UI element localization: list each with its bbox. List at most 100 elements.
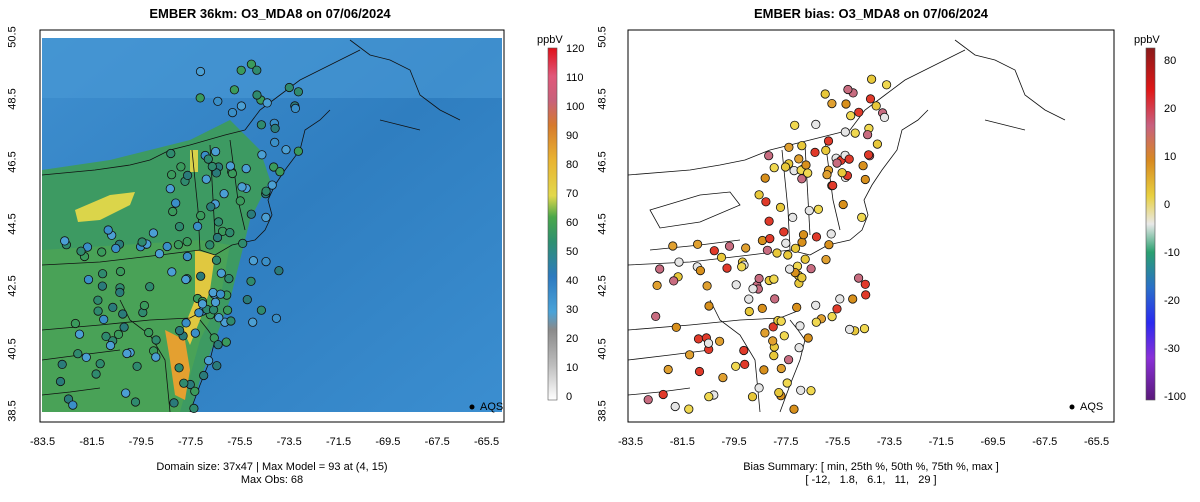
obs-marker [105,340,116,351]
obs-marker [668,241,678,251]
obs-marker [759,365,769,375]
obs-marker [820,89,830,99]
obs-marker [248,317,258,327]
obs-marker [206,202,216,212]
left-footer-line1: Domain size: 37x47 | Max Model = 93 at (… [156,461,388,473]
obs-marker [684,350,695,360]
left-colorbar-unit: ppbV [537,34,563,46]
obs-marker [853,273,864,283]
obs-marker [821,145,831,155]
obs-marker [804,206,814,216]
obs-marker [271,313,281,323]
obs-marker [798,230,809,240]
obs-marker [860,174,870,185]
right-footer-line2: [ -12, 1.8, 6.1, 11, 29 ] [805,474,937,486]
right-x-tick: -69.5 [980,436,1006,448]
obs-marker [731,280,741,290]
obs-marker [169,398,179,408]
obs-marker [790,243,801,253]
obs-marker [768,322,778,332]
obs-marker [226,316,236,326]
right-colorbar-label: -20 [1164,295,1180,307]
obs-marker [784,264,795,274]
right-x-tick: -73.5 [876,436,902,448]
obs-marker [760,328,770,338]
obs-marker [199,370,209,381]
obs-marker [774,387,784,398]
obs-marker [60,236,70,246]
obs-marker [881,80,892,90]
obs-marker [203,154,213,164]
obs-marker [270,137,280,147]
obs-marker [213,217,224,227]
obs-marker [866,74,877,84]
obs-marker [195,66,206,77]
obs-marker [121,388,131,398]
obs-marker [210,297,221,307]
obs-marker [797,141,807,151]
obs-marker [747,392,758,402]
obs-marker [246,276,256,286]
obs-marker [151,352,161,362]
obs-marker [692,239,703,249]
obs-marker [770,294,780,304]
obs-marker [704,392,714,402]
obs-marker [221,337,231,347]
obs-marker [716,252,727,262]
obs-marker [744,306,754,317]
obs-marker [848,294,858,304]
obs-marker [108,302,118,312]
obs-marker [95,359,105,369]
obs-marker [81,352,91,362]
obs-marker [97,281,108,291]
obs-marker [144,327,154,338]
obs-marker [139,300,149,311]
obs-marker [789,404,799,414]
right-footer-line1: Bias Summary: [ min, 25th %, 50th %, 75t… [743,461,999,473]
obs-marker [193,221,203,231]
obs-marker [284,82,294,93]
obs-marker [246,209,256,219]
obs-marker [827,311,837,322]
right-colorbar-label: -10 [1164,247,1180,259]
obs-marker [82,242,93,252]
left-colorbar-label: 80 [566,159,579,171]
obs-marker [658,389,668,400]
obs-marker [784,142,794,152]
obs-marker [841,99,851,109]
right-colorbar-unit: ppbV [1134,34,1160,46]
obs-marker [227,168,237,179]
obs-marker [205,240,215,250]
obs-marker [813,204,824,214]
right-boundaries [628,39,1066,413]
obs-marker [669,276,679,286]
obs-marker [765,234,775,244]
left-x-tick: -83.5 [30,436,56,448]
obs-marker [99,314,109,324]
obs-marker [197,299,208,309]
left-x-tick: -75.5 [227,436,253,448]
obs-marker [844,154,854,164]
obs-marker [797,273,807,283]
obs-marker [182,237,192,247]
obs-marker [293,87,303,97]
obs-marker [274,266,284,276]
obs-marker [214,313,224,323]
obs-marker [782,378,792,388]
obs-marker [167,267,177,277]
obs-marker [209,333,219,343]
obs-marker [196,211,206,221]
left-aqs-legend-marker [469,404,475,410]
obs-marker [176,162,186,172]
left-colorbar-label: 60 [566,217,579,229]
obs-marker [211,168,221,178]
obs-marker [769,163,779,173]
left-colorbar-label: 110 [566,72,584,84]
obs-marker [236,65,246,75]
obs-marker [57,359,67,369]
obs-marker [93,295,103,305]
left-colorbar-label: 50 [566,246,579,258]
left-colorbar-label: 120 [566,43,585,55]
obs-marker [837,168,847,178]
